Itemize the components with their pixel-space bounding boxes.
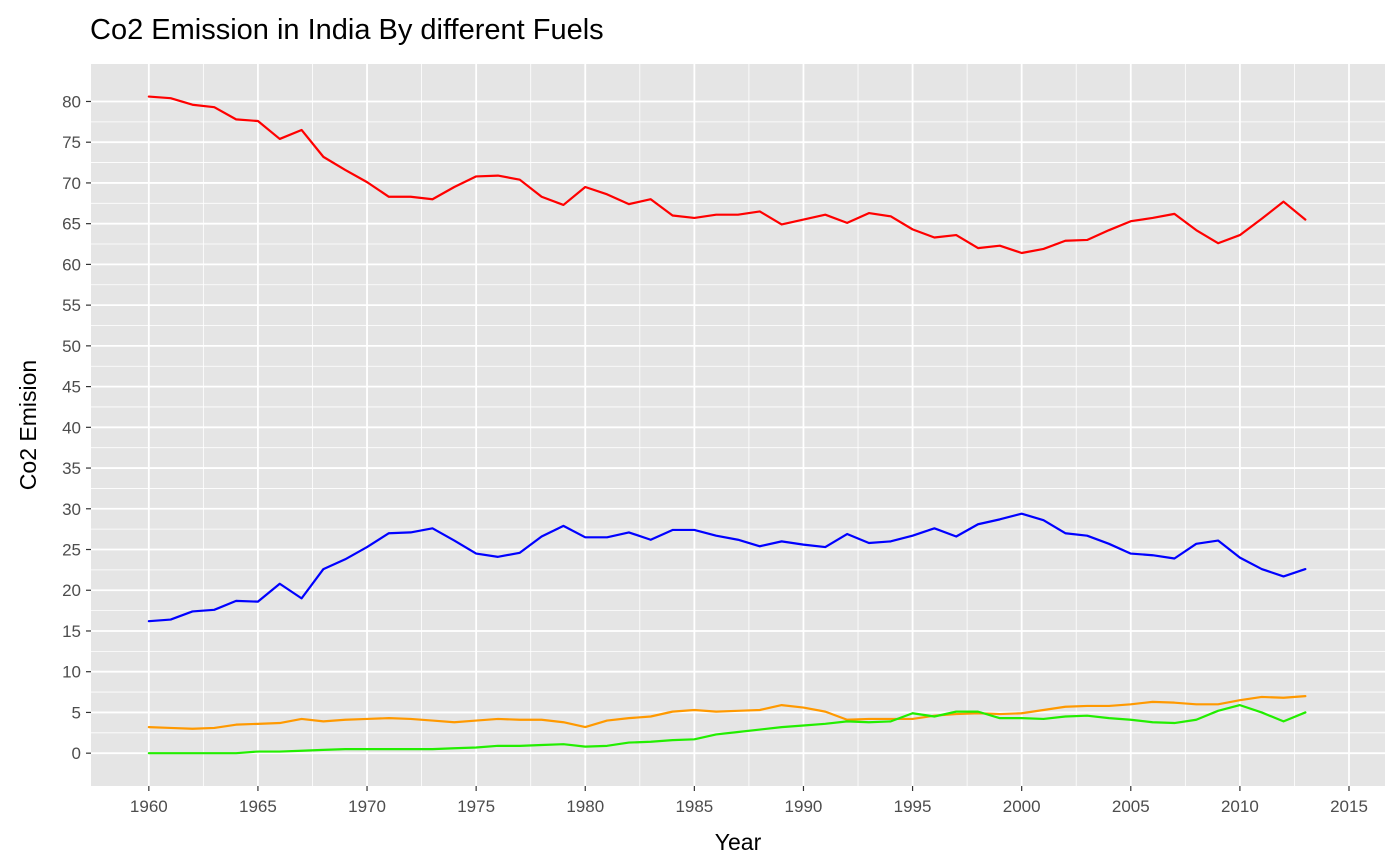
minor-gridlines bbox=[91, 64, 1385, 786]
series-lines bbox=[147, 95, 1307, 755]
y-axis-title: Co2 Emision bbox=[15, 360, 41, 490]
y-tick-label: 35 bbox=[62, 459, 81, 478]
x-tick-label: 1985 bbox=[675, 797, 713, 816]
y-tick-label: 5 bbox=[72, 703, 81, 722]
y-tick-label: 80 bbox=[62, 92, 81, 111]
x-tick-label: 2000 bbox=[1003, 797, 1041, 816]
series-line-1 bbox=[147, 95, 1307, 255]
y-tick-label: 30 bbox=[62, 500, 81, 519]
x-tick-label: 1980 bbox=[566, 797, 604, 816]
x-axis-title: Year bbox=[715, 829, 762, 855]
plot-panel bbox=[91, 64, 1385, 786]
y-tick-label: 25 bbox=[62, 541, 81, 560]
y-tick-label: 70 bbox=[62, 174, 81, 193]
x-tick-label: 2005 bbox=[1112, 797, 1150, 816]
x-tick-label: 1990 bbox=[785, 797, 823, 816]
x-tick-label: 2015 bbox=[1330, 797, 1368, 816]
y-tick-label: 15 bbox=[62, 622, 81, 641]
y-tick-label: 50 bbox=[62, 337, 81, 356]
y-tick-label: 0 bbox=[72, 744, 81, 763]
major-gridlines bbox=[91, 64, 1385, 786]
chart-title: Co2 Emission in India By different Fuels bbox=[90, 14, 604, 46]
y-tick-label: 10 bbox=[62, 663, 81, 682]
x-tick-label: 1975 bbox=[457, 797, 495, 816]
y-tick-label: 75 bbox=[62, 133, 81, 152]
x-tick-label: 2010 bbox=[1221, 797, 1259, 816]
y-tick-label: 40 bbox=[62, 418, 81, 437]
series-line-3 bbox=[147, 695, 1307, 730]
x-tick-label: 1960 bbox=[130, 797, 168, 816]
y-tick-label: 55 bbox=[62, 296, 81, 315]
series-line-4 bbox=[147, 704, 1307, 755]
y-axis: 0 5 10 15 20 25 30 35 40 45 50 55 60 65 70 75 80 bbox=[62, 92, 91, 763]
x-tick-label: 1995 bbox=[894, 797, 932, 816]
y-tick-label: 65 bbox=[62, 215, 81, 234]
y-tick-label: 45 bbox=[62, 378, 81, 397]
y-tick-label: 20 bbox=[62, 581, 81, 600]
y-tick-label: 60 bbox=[62, 255, 81, 274]
x-tick-label: 1965 bbox=[239, 797, 277, 816]
x-tick-label: 1970 bbox=[348, 797, 386, 816]
x-axis: 1960 1965 1970 1975 1980 1985 1990 1995 2000 2005… bbox=[130, 786, 1368, 816]
series-line-2 bbox=[147, 512, 1307, 623]
